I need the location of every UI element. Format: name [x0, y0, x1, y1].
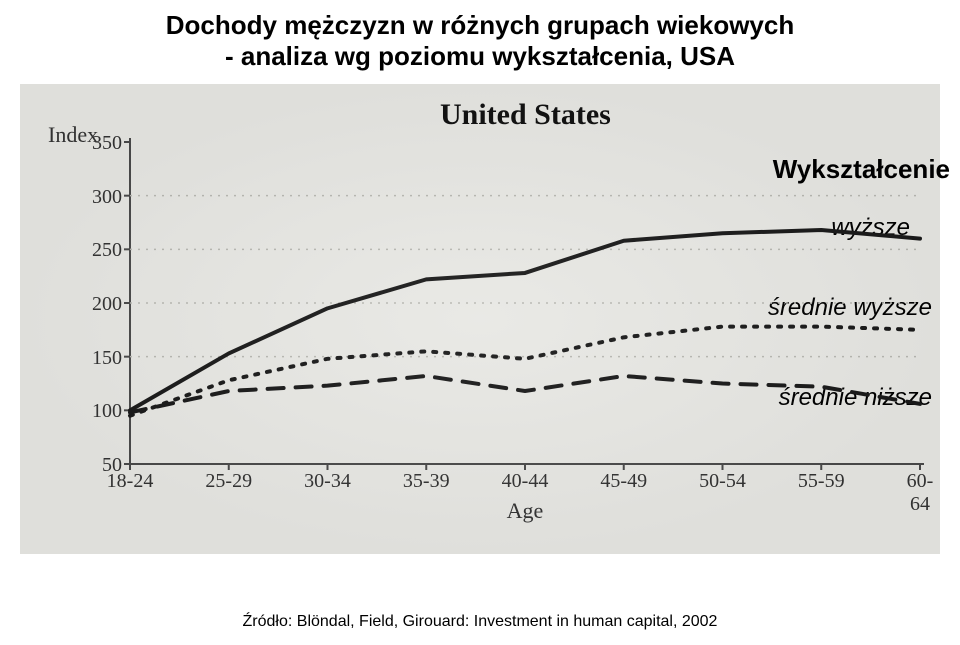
series-wyzsze: [130, 230, 920, 410]
title-line-2: - analiza wg poziomu wykształcenia, USA: [20, 41, 940, 72]
source-citation: Źródło: Blöndal, Field, Girouard: Invest…: [0, 613, 960, 631]
title-line-1: Dochody mężczyzn w różnych grupach wieko…: [20, 10, 940, 41]
chart-header: Dochody mężczyzn w różnych grupach wieko…: [20, 10, 940, 72]
plot-svg: [20, 84, 940, 554]
series-srednie_wyzsze: [130, 327, 920, 416]
series-srednie_nizsze: [130, 376, 920, 412]
chart-area: United States Index Age Wykształcenie wy…: [20, 84, 940, 554]
